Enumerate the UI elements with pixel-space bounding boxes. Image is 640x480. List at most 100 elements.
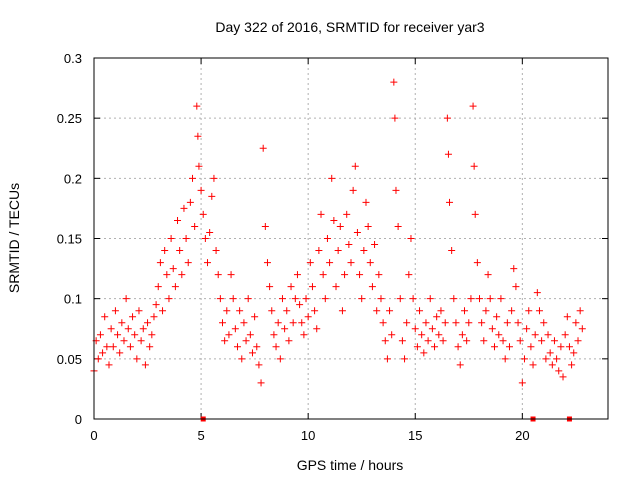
data-point xyxy=(392,186,400,194)
data-point xyxy=(313,325,321,333)
data-point xyxy=(345,241,353,249)
data-point xyxy=(456,361,464,369)
data-point xyxy=(144,319,152,327)
data-point xyxy=(334,247,342,255)
data-point xyxy=(433,313,441,321)
y-tick-label: 0.15 xyxy=(57,232,82,247)
data-point xyxy=(368,283,376,291)
data-point xyxy=(182,235,190,242)
data-point xyxy=(512,283,520,291)
data-point xyxy=(150,313,158,321)
data-point xyxy=(141,361,149,369)
data-point xyxy=(418,331,426,339)
data-point xyxy=(516,337,524,345)
data-point xyxy=(470,162,478,170)
data-point xyxy=(298,319,306,327)
data-point xyxy=(568,361,576,369)
data-point xyxy=(242,337,250,345)
data-point xyxy=(114,331,122,339)
data-point xyxy=(493,313,501,321)
data-point xyxy=(120,337,128,345)
data-point xyxy=(563,313,571,321)
data-point xyxy=(169,265,177,273)
data-point xyxy=(574,337,582,345)
data-point xyxy=(229,295,237,303)
data-point xyxy=(446,198,454,206)
data-point xyxy=(371,241,379,249)
data-point xyxy=(444,150,452,158)
data-point xyxy=(533,289,541,297)
data-point xyxy=(263,259,271,267)
data-point xyxy=(349,186,357,194)
x-axis-label: GPS time / hours xyxy=(297,457,404,473)
data-point xyxy=(535,307,543,315)
data-point xyxy=(531,331,539,339)
data-point xyxy=(358,295,366,303)
data-point xyxy=(416,307,424,315)
data-point xyxy=(131,331,139,339)
data-point xyxy=(486,295,494,303)
y-tick-label: 0 xyxy=(75,412,82,427)
data-point xyxy=(255,361,263,369)
data-point xyxy=(527,343,535,351)
data-point xyxy=(330,216,338,224)
data-point xyxy=(439,337,447,345)
data-point xyxy=(461,307,469,315)
data-point xyxy=(214,271,222,279)
data-point xyxy=(210,174,218,182)
data-point xyxy=(94,355,102,363)
data-point xyxy=(107,325,115,333)
data-point xyxy=(227,271,235,279)
data-point xyxy=(360,247,368,255)
data-point xyxy=(559,373,567,381)
data-point xyxy=(495,331,503,339)
data-point xyxy=(469,102,477,110)
data-point xyxy=(248,349,256,357)
data-point xyxy=(422,319,430,327)
data-point xyxy=(184,259,192,267)
data-point xyxy=(336,222,344,230)
data-point xyxy=(259,144,267,152)
data-point xyxy=(126,343,134,351)
data-point xyxy=(428,325,436,333)
data-point xyxy=(390,78,398,86)
data-point xyxy=(159,307,167,315)
data-point xyxy=(488,325,496,333)
data-point xyxy=(225,331,233,339)
data-point xyxy=(186,198,194,206)
data-point xyxy=(111,307,119,315)
data-point xyxy=(391,114,399,122)
data-point xyxy=(201,235,209,242)
data-point xyxy=(208,192,216,200)
data-point xyxy=(118,319,126,327)
x-tick-labels: 0 5 10 15 20 xyxy=(90,428,529,443)
data-point xyxy=(328,174,336,182)
data-point xyxy=(109,343,117,351)
data-point xyxy=(465,319,473,327)
data-point xyxy=(253,343,261,351)
data-point xyxy=(435,331,443,339)
data-point xyxy=(343,210,351,218)
x-tick-label: 5 xyxy=(197,428,204,443)
y-tick-label: 0.05 xyxy=(57,352,82,367)
data-point xyxy=(553,355,561,363)
data-point xyxy=(244,295,252,303)
data-point xyxy=(478,319,486,327)
data-point xyxy=(441,319,449,327)
y-tick-label: 0.2 xyxy=(64,171,82,186)
data-point xyxy=(221,337,229,345)
data-point xyxy=(167,235,175,242)
data-point xyxy=(501,355,509,363)
data-point xyxy=(206,228,214,236)
data-point xyxy=(366,259,374,267)
data-point xyxy=(238,355,246,363)
data-point xyxy=(413,343,421,351)
data-point xyxy=(251,313,259,321)
data-point xyxy=(505,343,513,351)
x-tick-label: 10 xyxy=(301,428,315,443)
data-point xyxy=(538,337,546,345)
data-point xyxy=(219,319,226,327)
data-point xyxy=(174,216,182,224)
data-point xyxy=(546,349,554,357)
data-point xyxy=(482,307,490,315)
